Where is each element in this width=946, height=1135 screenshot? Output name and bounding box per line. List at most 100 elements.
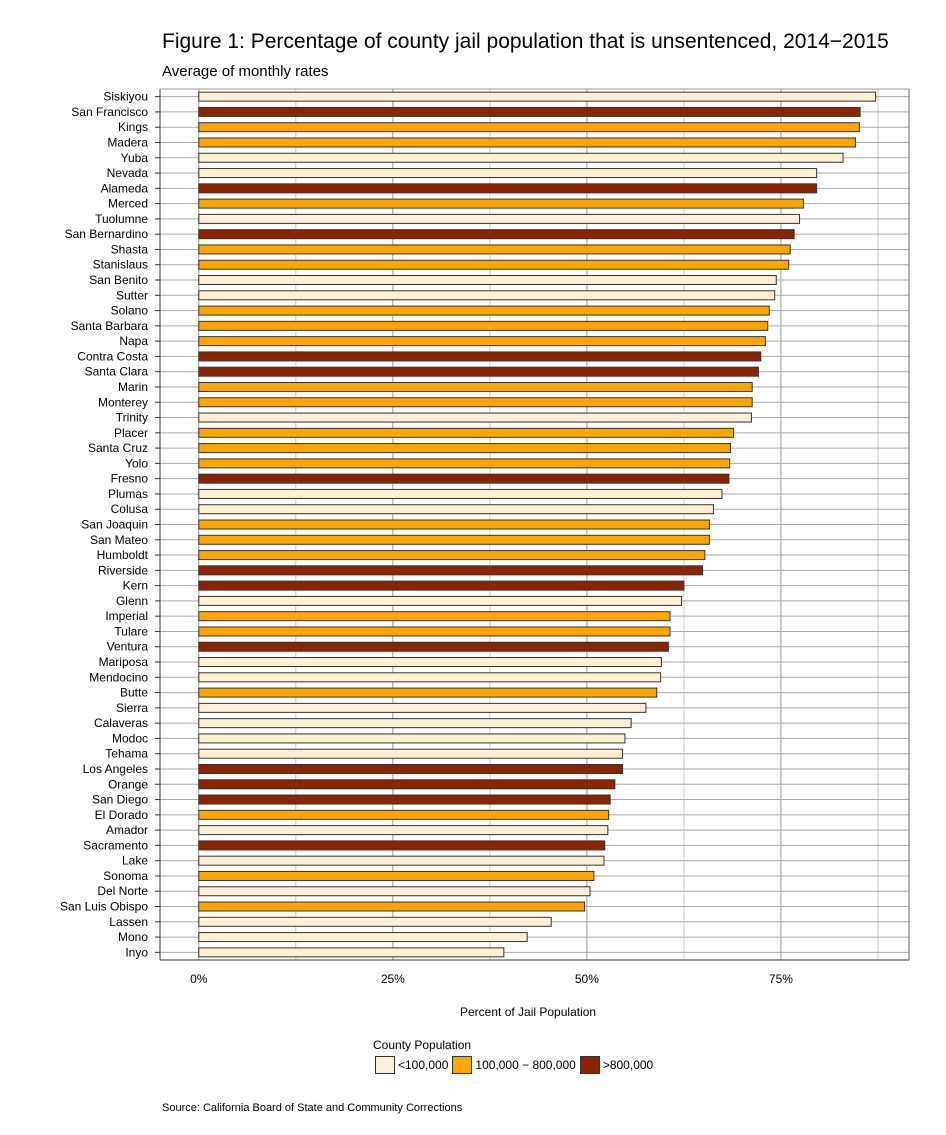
bar — [198, 580, 685, 591]
bar — [198, 122, 860, 133]
bar — [198, 351, 762, 362]
y-tick-label: Tehama — [105, 747, 148, 761]
chart-title: Figure 1: Percentage of county jail popu… — [162, 30, 889, 53]
bar — [198, 947, 505, 958]
legend-title: County Population — [373, 1038, 472, 1052]
bar — [198, 809, 610, 820]
y-tick-label: Riverside — [98, 563, 148, 577]
bar — [198, 748, 624, 759]
bar — [198, 244, 791, 255]
y-tick-label: Solano — [111, 304, 149, 318]
legend-swatch — [579, 1056, 600, 1074]
bar — [198, 137, 856, 148]
y-tick-label: San Luis Obispo — [60, 900, 148, 914]
y-tick-label: Kings — [118, 120, 148, 134]
source-note: Source: California Board of State and Co… — [162, 1102, 463, 1114]
y-tick-label: Tuolumne — [95, 212, 148, 226]
bar — [198, 259, 790, 270]
bar — [198, 718, 632, 729]
y-tick-label: San Francisco — [71, 105, 148, 119]
y-tick-label: Fresno — [111, 472, 149, 486]
bar — [198, 473, 730, 484]
y-tick-label: Colusa — [111, 502, 149, 516]
bar — [198, 320, 769, 331]
bar — [198, 198, 804, 209]
bar — [198, 305, 770, 316]
y-tick-label: Amador — [106, 823, 148, 837]
y-tick-label: Santa Clara — [85, 365, 149, 379]
y-tick-label: Glenn — [116, 594, 148, 608]
bar — [198, 611, 671, 622]
y-tick-label: Del Norte — [97, 884, 148, 898]
bar — [198, 152, 844, 163]
bar — [198, 550, 706, 561]
bar — [198, 443, 731, 454]
y-tick-label: Mariposa — [99, 655, 149, 669]
legend-swatch — [452, 1056, 473, 1074]
y-tick-label: San Benito — [89, 273, 148, 287]
bar — [198, 366, 759, 377]
bar — [198, 534, 711, 545]
y-tick-label: Butte — [120, 686, 148, 700]
bar — [198, 336, 766, 347]
bar — [198, 290, 776, 301]
y-tick-label: Merced — [108, 197, 148, 211]
y-tick-label: San Bernardino — [65, 227, 149, 241]
bar — [198, 106, 861, 117]
bar — [198, 427, 735, 438]
y-tick-label: Calaveras — [94, 716, 148, 730]
y-tick-label: Yuba — [121, 151, 149, 165]
bar — [198, 381, 753, 392]
bar — [198, 794, 611, 805]
bar — [198, 412, 752, 423]
bar — [198, 916, 552, 927]
y-tick-label: Sierra — [116, 701, 148, 715]
y-tick-label: San Mateo — [90, 533, 148, 547]
legend-label: >800,000 — [602, 1058, 654, 1072]
bar — [198, 275, 777, 286]
y-tick-label: El Dorado — [95, 808, 149, 822]
bar — [198, 733, 626, 744]
bar — [198, 565, 704, 576]
y-tick-label: Orange — [108, 777, 148, 791]
bar — [198, 687, 658, 698]
bar — [198, 504, 714, 515]
x-tick-label: 75% — [769, 972, 793, 986]
bar — [198, 397, 753, 408]
bar — [198, 886, 591, 897]
y-tick-label: Humboldt — [97, 548, 149, 562]
x-tick-label: 25% — [381, 972, 405, 986]
bar — [198, 870, 595, 881]
legend-swatch — [375, 1056, 395, 1074]
y-tick-label: Lassen — [109, 915, 148, 929]
y-tick-label: Santa Cruz — [88, 441, 148, 455]
bar — [198, 932, 528, 943]
x-tick-label: 50% — [575, 972, 599, 986]
legend: <100,000 100,000 − 800,000 >800,000 — [375, 1056, 657, 1074]
y-tick-label: Tulare — [114, 624, 148, 638]
bar — [198, 855, 605, 866]
x-tick-label: 0% — [190, 972, 208, 986]
bar — [198, 840, 606, 851]
bar — [198, 626, 671, 637]
bar — [198, 183, 818, 194]
y-tick-label: Placer — [114, 426, 148, 440]
y-tick-label: Monterey — [98, 395, 148, 409]
legend-label: <100,000 — [398, 1058, 449, 1072]
bar — [198, 702, 647, 713]
y-tick-label: Sutter — [116, 288, 148, 302]
bar — [198, 229, 795, 240]
bar — [198, 779, 616, 790]
y-tick-label: Plumas — [108, 487, 148, 501]
y-tick-label: Sonoma — [103, 869, 148, 883]
y-tick-label: Los Angeles — [83, 762, 148, 776]
y-tick-label: Stanislaus — [93, 258, 148, 272]
y-tick-label: Trinity — [116, 411, 148, 425]
y-tick-label: Contra Costa — [77, 349, 148, 363]
y-tick-label: Siskiyou — [103, 90, 148, 104]
legend-item-large: >800,000 — [579, 1056, 654, 1074]
bar — [198, 657, 662, 668]
y-tick-label: Lake — [122, 854, 148, 868]
bar — [198, 91, 877, 102]
